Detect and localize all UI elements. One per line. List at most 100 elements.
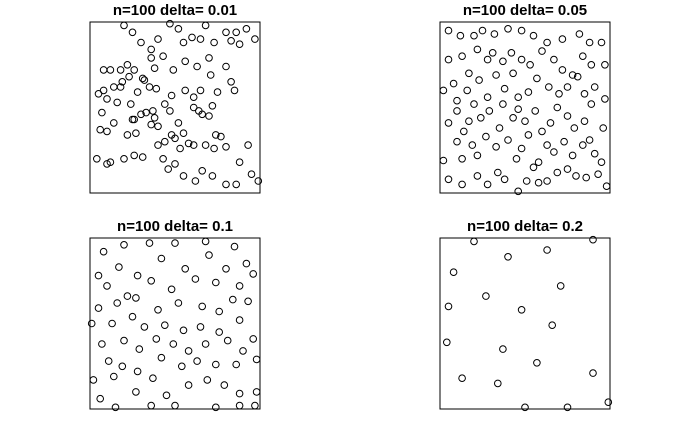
- panel-2-point-54: [470, 100, 478, 108]
- panel-2-point-14: [444, 55, 453, 64]
- panel-3-point-29: [215, 307, 223, 316]
- panel-3-point-6: [230, 242, 239, 251]
- panel-1-point-23: [130, 66, 138, 74]
- panel-2-point-20: [499, 57, 507, 66]
- panel-2-point-84: [550, 148, 558, 156]
- panel-1-point-16: [235, 40, 244, 49]
- panel-1-point-100: [198, 167, 206, 175]
- panel-2-point-6: [504, 25, 512, 33]
- panel-1-point-82: [189, 141, 198, 149]
- panel-1-point-9: [188, 33, 196, 42]
- panel-2-point-21: [507, 49, 516, 57]
- panel-2-point-97: [514, 187, 523, 196]
- panel-2-point-60: [514, 105, 523, 113]
- panel-2-point-18: [483, 55, 492, 64]
- panel-2-point-35: [475, 76, 483, 84]
- panel-4-point-16: [494, 379, 502, 388]
- panel-1-point-45: [152, 84, 161, 93]
- panel-3-point-39: [215, 328, 223, 336]
- panel-2-point-56: [485, 107, 494, 115]
- panel-1-title: n=100 delta= 0.01: [113, 2, 237, 19]
- panel-2-point-61: [521, 117, 529, 125]
- panel-1-point-3: [137, 38, 145, 47]
- panel-1-point-76: [154, 122, 162, 131]
- panel-4-point-1: [470, 237, 478, 246]
- panel-1-point-77: [161, 137, 169, 146]
- panel-3-point-57: [212, 360, 220, 369]
- panel-1-points: [93, 19, 263, 189]
- panel-4-point-11: [443, 338, 451, 347]
- panel-2-point-76: [482, 132, 490, 141]
- panel-1-point-12: [210, 38, 218, 47]
- panel-2-point-40: [514, 93, 523, 101]
- panel-1-point-94: [154, 141, 162, 149]
- panel-3-point-76: [251, 401, 259, 410]
- panel-3-point-23: [94, 304, 103, 312]
- panel-3-point-66: [203, 376, 212, 384]
- panel-2-point-23: [526, 61, 534, 69]
- panel-2-point-7: [517, 26, 526, 35]
- panel-2-point-51: [453, 107, 461, 115]
- panel-2-point-66: [563, 112, 572, 120]
- panel-3-point-27: [174, 299, 183, 307]
- panel-3-point-44: [135, 345, 144, 353]
- panel-1-point-90: [106, 158, 115, 166]
- panel-3-point-63: [149, 374, 157, 383]
- panel-2-point-73: [458, 155, 466, 163]
- panel-2-point-55: [477, 114, 485, 122]
- panel-3-point-32: [87, 319, 96, 328]
- panel-3-point-26: [154, 306, 162, 314]
- panel-2-point-36: [483, 93, 492, 101]
- panel-2-point-90: [597, 158, 606, 166]
- panel-2-point-2: [456, 31, 465, 40]
- panel-1-point-6: [166, 19, 174, 28]
- panel-1-point-28: [169, 66, 178, 74]
- panel-1-point-20: [106, 66, 115, 74]
- panel-1-point-72: [103, 127, 111, 136]
- panel-2-point-19: [488, 49, 497, 57]
- panel-1-point-18: [251, 35, 259, 43]
- panel-1-point-101: [208, 172, 217, 180]
- panel-2-point-107: [602, 182, 611, 190]
- panel-1-point-32: [206, 71, 215, 79]
- panel-2-point-70: [599, 124, 608, 132]
- panel-1-point-25: [147, 54, 155, 62]
- panel-2-point-86: [568, 151, 577, 160]
- panel-1-point-105: [244, 141, 252, 149]
- panel-1-point-88: [93, 155, 101, 163]
- panel-2-point-91: [444, 175, 453, 184]
- panel-3-point-12: [205, 251, 213, 259]
- panel-4-point-12: [499, 345, 507, 353]
- panel-2-point-4: [478, 26, 487, 35]
- panel-3-point-43: [120, 336, 128, 345]
- panel-2-point-71: [439, 156, 448, 165]
- panel-3-point-14: [242, 259, 251, 268]
- panel-3-point-34: [128, 312, 137, 321]
- panel-4-point-8: [517, 306, 526, 314]
- panel-1-point-68: [189, 103, 198, 112]
- panel-1-point-92: [130, 151, 138, 160]
- panel-3-point-49: [223, 336, 232, 345]
- panel-3: n=100 delta= 0.1: [87, 218, 261, 412]
- panel-3-point-40: [235, 316, 244, 324]
- panel-2-point-32: [449, 79, 458, 88]
- panel-4-point-10: [548, 321, 557, 330]
- panel-3-point-17: [147, 277, 155, 285]
- panel-4-point-3: [543, 246, 551, 254]
- panel-1-point-86: [217, 132, 225, 141]
- panel-1-point-62: [147, 120, 155, 129]
- panel-2-point-106: [594, 170, 602, 178]
- panel-1-point-21: [116, 66, 125, 74]
- panel-2-point-64: [546, 119, 555, 127]
- panel-2-point-39: [509, 69, 517, 78]
- panel-2-point-89: [590, 149, 599, 158]
- panel-3-point-52: [118, 362, 127, 371]
- panel-3-point-4: [171, 239, 179, 247]
- panel-3-point-36: [161, 321, 169, 330]
- panel-2-point-41: [524, 88, 533, 96]
- panel-2-point-30: [601, 61, 609, 69]
- panel-3-point-56: [193, 357, 201, 365]
- panel-1-point-67: [179, 129, 188, 137]
- panel-2-point-79: [512, 155, 521, 163]
- panel-1-point-97: [171, 160, 179, 168]
